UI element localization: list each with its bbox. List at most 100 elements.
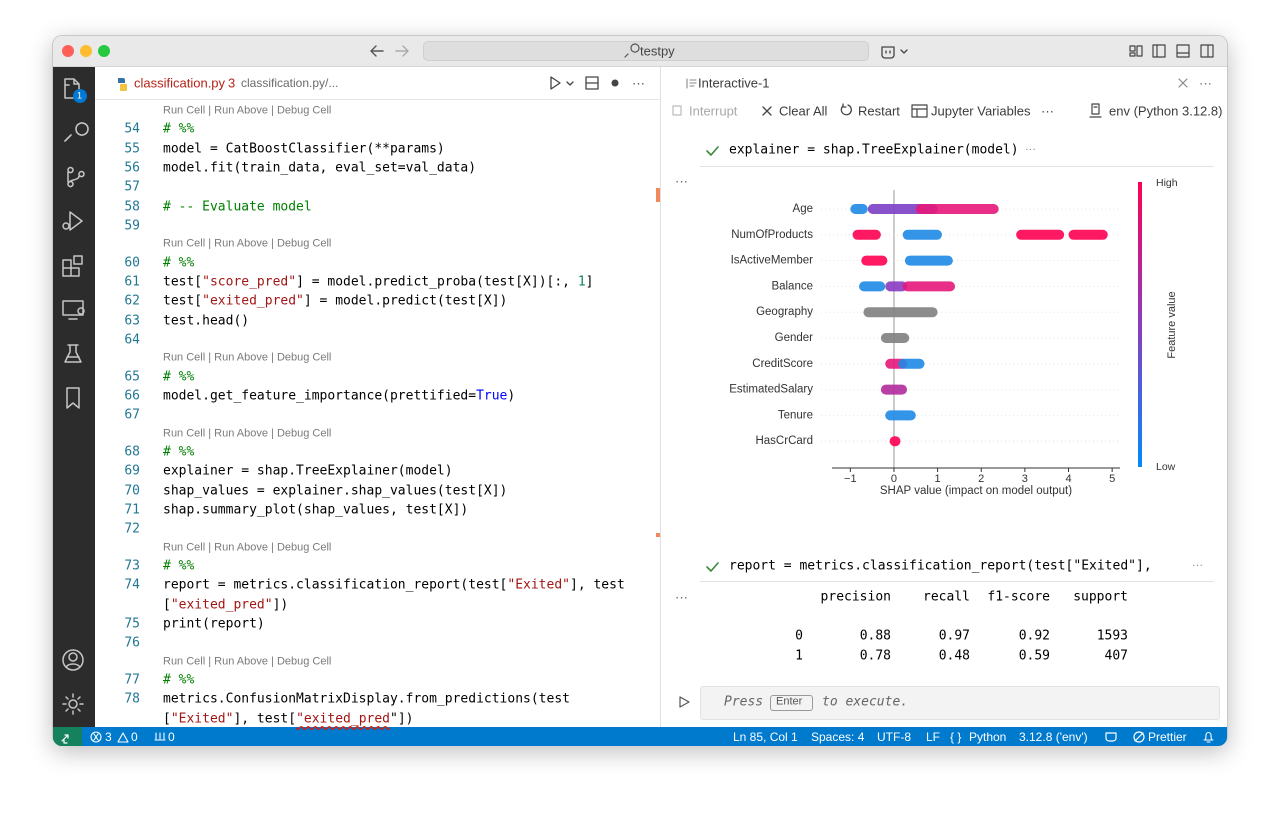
cell-rule: [700, 581, 1214, 582]
shap-points: [863, 307, 938, 318]
shap-points: [859, 281, 886, 292]
line-number: 71: [124, 502, 140, 518]
panel-divider: [660, 67, 661, 727]
line-number: 64: [124, 332, 140, 348]
code-lens[interactable]: Run Cell | Run Above | Debug Cell: [163, 237, 332, 250]
shap-points: [852, 229, 881, 240]
code-line: test["score_pred"] = model.predict_proba…: [163, 276, 593, 289]
interpreter[interactable]: 3.12.8 ('env'): [1019, 730, 1088, 744]
code-token: ]: [585, 274, 594, 290]
code-line: print(report): [163, 618, 265, 631]
prettier[interactable]: Prettier: [1148, 730, 1187, 744]
output-more[interactable]: ···: [675, 589, 688, 605]
search-box[interactable]: [423, 41, 869, 61]
scroll-marker: [656, 188, 660, 202]
shap-points: [902, 229, 942, 240]
shap-points: [898, 358, 925, 369]
tab-file-path: classification.py/...: [241, 76, 339, 90]
indentation[interactable]: Spaces: 4: [811, 730, 865, 744]
kernel-picker[interactable]: env (Python 3.12.8): [1109, 103, 1223, 119]
line-ending[interactable]: LF: [926, 730, 941, 744]
status-bar: [53, 727, 1227, 746]
code-token: shap.summary_plot(shap_values, test[X]): [163, 502, 469, 518]
variables-button[interactable]: Jupyter Variables: [931, 103, 1031, 119]
code-token: metrics.ConfusionMatrixDisplay.from_pred…: [163, 691, 570, 707]
code-line: shap_values = explainer.shap_values(test…: [163, 484, 507, 497]
restart-button[interactable]: Restart: [858, 103, 900, 119]
panel-more[interactable]: ···: [1199, 75, 1212, 91]
code-token: test[: [163, 274, 203, 290]
panel-tab-title[interactable]: Interactive-1: [698, 75, 770, 91]
remote-indicator[interactable]: [53, 727, 82, 746]
scroll-marker: [656, 533, 660, 537]
code-token: [: [163, 597, 171, 613]
encoding[interactable]: UTF-8: [877, 730, 911, 744]
code-token: # -- Evaluate model: [163, 199, 312, 215]
code-lens[interactable]: Run Cell | Run Above | Debug Cell: [163, 104, 332, 117]
code-token: "exited_pred: [296, 711, 390, 727]
code-line: test.head(): [163, 314, 249, 327]
code-lens[interactable]: Run Cell | Run Above | Debug Cell: [163, 427, 332, 440]
code-line: # -- Evaluate model: [163, 200, 312, 213]
search-text: testpy: [640, 43, 675, 59]
code-token: "]): [390, 711, 414, 727]
code-line: # %%: [163, 445, 194, 458]
line-number: 73: [124, 558, 140, 574]
colorbar-label: Feature value: [1166, 291, 1178, 358]
code-token: ]): [272, 597, 289, 613]
code-token: test.head(): [163, 313, 250, 329]
clear-all-button[interactable]: Clear All: [779, 103, 828, 119]
colorbar-low: Low: [1156, 461, 1176, 473]
warning-count: 0: [131, 730, 138, 744]
code-line: # %%: [163, 370, 194, 383]
line-number: 58: [124, 199, 140, 215]
line-number: 62: [124, 293, 140, 309]
code-line: test["exited_pred"] = model.predict(test…: [163, 295, 507, 308]
more-actions[interactable]: ···: [632, 75, 645, 91]
x-tick-label: 5: [1109, 473, 1115, 485]
code-token: True: [476, 388, 508, 404]
feature-label: EstimatedSalary: [729, 384, 813, 396]
code-token: "exited_pred": [170, 597, 273, 613]
colorbar: [1138, 182, 1142, 467]
line-number: 70: [124, 483, 140, 499]
code-line: shap.summary_plot(shap_values, test[X]): [163, 504, 468, 517]
code-token: report = metrics.classification_report(t…: [163, 577, 508, 593]
interactive-panel: [661, 67, 1227, 727]
line-number: 60: [124, 255, 140, 271]
line-number: 75: [124, 616, 140, 632]
code-lens[interactable]: Run Cell | Run Above | Debug Cell: [163, 655, 332, 668]
input-placeholder: Press: [724, 694, 764, 710]
shap-points: [885, 281, 908, 292]
cell-more[interactable]: ···: [1192, 559, 1203, 572]
code-token: explainer = shap.TreeExplainer(model): [163, 463, 453, 479]
toolbar-more[interactable]: ···: [1041, 103, 1054, 119]
report-cell: 0.88: [859, 628, 891, 644]
key-hint: [770, 695, 813, 711]
cell-code: report = metrics.classification_report(t…: [729, 558, 1152, 574]
code-token: # %%: [163, 369, 195, 385]
x-tick-label: 2: [978, 473, 984, 485]
language-mode[interactable]: Python: [969, 730, 1007, 744]
code-token: shap_values = explainer.shap_values(test…: [163, 483, 508, 499]
cursor-position[interactable]: Ln 85, Col 1: [733, 730, 798, 744]
shap-points: [1016, 229, 1065, 240]
report-cell: 0.78: [859, 648, 891, 663]
line-number: 59: [124, 218, 140, 234]
code-lens[interactable]: Run Cell | Run Above | Debug Cell: [163, 541, 332, 554]
code-token: ] = model.predict_proba(test[X])[:,: [296, 274, 578, 290]
code-line: metrics.ConfusionMatrixDisplay.from_pred…: [163, 693, 570, 706]
code-token: ): [507, 388, 516, 404]
code-token: model.get_feature_importance(prettified=: [163, 388, 477, 404]
feature-label: HasCrCard: [755, 435, 813, 447]
code-lens[interactable]: Run Cell | Run Above | Debug Cell: [163, 351, 332, 364]
input-box[interactable]: [700, 686, 1220, 720]
code-line: report = metrics.classification_report(t…: [163, 579, 625, 592]
report-cell: 407: [1104, 648, 1128, 663]
tab-file-name[interactable]: classification.py: [134, 75, 226, 91]
cell-more[interactable]: ···: [1025, 143, 1036, 156]
report-cell: 1593: [1096, 628, 1128, 644]
report-header: f1-score: [987, 589, 1050, 605]
output-more[interactable]: ···: [675, 173, 688, 189]
